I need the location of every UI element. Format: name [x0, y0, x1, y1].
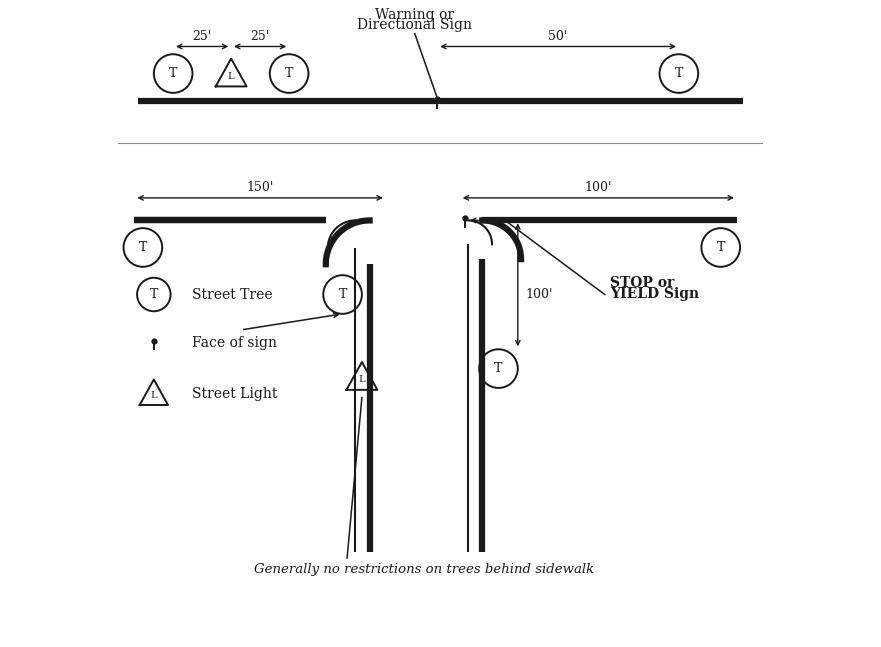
Text: T: T — [285, 67, 293, 80]
Text: 100': 100' — [526, 288, 553, 301]
Text: T: T — [338, 288, 347, 301]
Text: 25': 25' — [250, 30, 270, 43]
Text: Street Tree: Street Tree — [192, 287, 273, 302]
Text: T: T — [150, 288, 158, 301]
Text: T: T — [675, 67, 683, 80]
Text: Face of sign: Face of sign — [192, 336, 278, 350]
Text: L: L — [151, 391, 157, 400]
Text: 25': 25' — [193, 30, 211, 43]
Text: Generally no restrictions on trees behind sidewalk: Generally no restrictions on trees behin… — [255, 563, 595, 576]
Text: T: T — [169, 67, 177, 80]
Text: T: T — [494, 362, 503, 375]
Text: STOP or: STOP or — [610, 276, 674, 290]
Text: Directional Sign: Directional Sign — [357, 18, 472, 32]
Text: L: L — [359, 375, 366, 384]
Text: Warning or: Warning or — [375, 8, 455, 22]
Text: T: T — [716, 241, 725, 254]
Text: T: T — [138, 241, 147, 254]
Text: YIELD Sign: YIELD Sign — [610, 287, 699, 301]
Text: Street Light: Street Light — [192, 388, 278, 401]
Text: L: L — [228, 72, 234, 81]
Text: 150': 150' — [247, 181, 274, 194]
Text: 100': 100' — [585, 181, 612, 194]
Text: 50': 50' — [548, 30, 567, 43]
